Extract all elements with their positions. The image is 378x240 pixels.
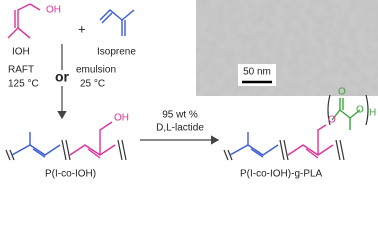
plus: + xyxy=(78,21,86,36)
atom: O xyxy=(328,115,336,126)
isoprene-structure xyxy=(99,9,135,36)
atom: H xyxy=(369,108,376,119)
monomer-label: Isoprene xyxy=(97,47,136,58)
group-label: OH xyxy=(114,113,129,124)
condition: 25 °C xyxy=(80,79,105,90)
reagent: D,L-lactide xyxy=(156,123,204,134)
condition: 125 °C xyxy=(8,79,39,90)
group-label: OH xyxy=(46,5,61,16)
atom: O xyxy=(338,87,346,98)
reagent: 95 wt % xyxy=(162,110,198,121)
or: or xyxy=(55,69,70,85)
scale-bar: 50 nm xyxy=(243,67,271,78)
monomer-label: IOH xyxy=(12,47,30,58)
graft-structure xyxy=(223,94,369,161)
scheme: 50 nm OH IOH + Isoprene RAFT 125 °C or e… xyxy=(5,0,378,180)
condition: RAFT xyxy=(8,65,34,76)
product-label: P(I-co-IOH) xyxy=(45,169,96,180)
copolymer-structure xyxy=(5,121,127,161)
product-label: P(I-co-IOH)-g-PLA xyxy=(240,169,323,180)
tem-image: 50 nm xyxy=(196,0,378,96)
ioh-structure xyxy=(7,3,41,39)
atom: O xyxy=(356,105,364,116)
condition: emulsion xyxy=(76,65,116,76)
